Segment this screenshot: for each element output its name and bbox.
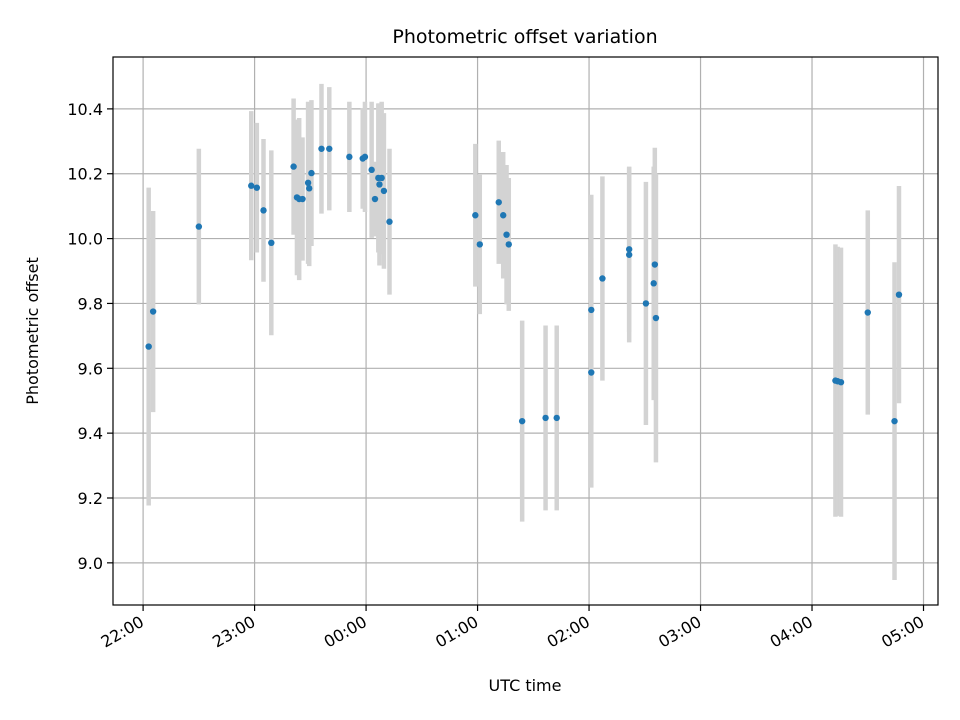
data-point [268, 239, 275, 247]
data-point [248, 182, 255, 189]
chart-title: Photometric offset variation [392, 26, 657, 48]
data-point [864, 309, 871, 316]
data-point [588, 369, 595, 376]
data-point [500, 212, 507, 219]
data-point [368, 166, 375, 174]
data-point [625, 251, 633, 258]
y-tick-label: 9.8 [78, 294, 103, 313]
y-tick-label: 10.0 [67, 230, 103, 249]
data-point [495, 199, 502, 206]
data-point [599, 275, 606, 282]
data-point [651, 261, 659, 268]
data-point [195, 223, 203, 230]
data-point [895, 291, 903, 298]
data-point [304, 179, 312, 187]
y-tick-label: 10.2 [67, 165, 103, 184]
data-point [476, 241, 483, 248]
data-point [891, 417, 898, 425]
data-point [346, 153, 353, 161]
y-axis: 9.0 9.2 9.4 9.6 9.8 10.0 10.2 10.4 [67, 100, 113, 573]
data-point [650, 280, 657, 287]
y-axis-title: Photometric offset [23, 257, 42, 405]
data-point [318, 145, 325, 152]
data-point [361, 153, 369, 161]
data-point [837, 379, 845, 386]
y-tick-label: 9.4 [78, 424, 103, 443]
y-tick-label: 9.6 [78, 359, 103, 378]
data-point [145, 343, 152, 350]
data-point [503, 231, 510, 238]
data-point [472, 212, 479, 219]
data-point [308, 169, 315, 177]
data-point [588, 306, 595, 314]
x-axis-title: UTC time [489, 676, 562, 695]
y-tick-label: 10.4 [67, 100, 103, 119]
data-point [652, 314, 660, 322]
data-point [376, 181, 383, 188]
data-point [380, 187, 388, 195]
data-point [306, 185, 313, 192]
data-point [625, 246, 633, 253]
data-point [371, 195, 379, 203]
plot-frame [112, 56, 939, 606]
data-point [518, 417, 526, 425]
data-point [386, 218, 393, 225]
data-point [642, 300, 650, 307]
data-point [542, 414, 549, 422]
data-point [260, 207, 267, 214]
data-points [145, 145, 903, 425]
data-point [505, 241, 512, 248]
data-point [253, 184, 261, 191]
data-point [553, 414, 560, 422]
data-point [299, 195, 306, 203]
data-point [326, 145, 333, 152]
data-point [378, 174, 385, 182]
y-tick-label: 9.2 [78, 489, 103, 508]
data-point [149, 308, 157, 315]
y-tick-label: 9.0 [78, 554, 103, 573]
data-point [290, 163, 297, 170]
